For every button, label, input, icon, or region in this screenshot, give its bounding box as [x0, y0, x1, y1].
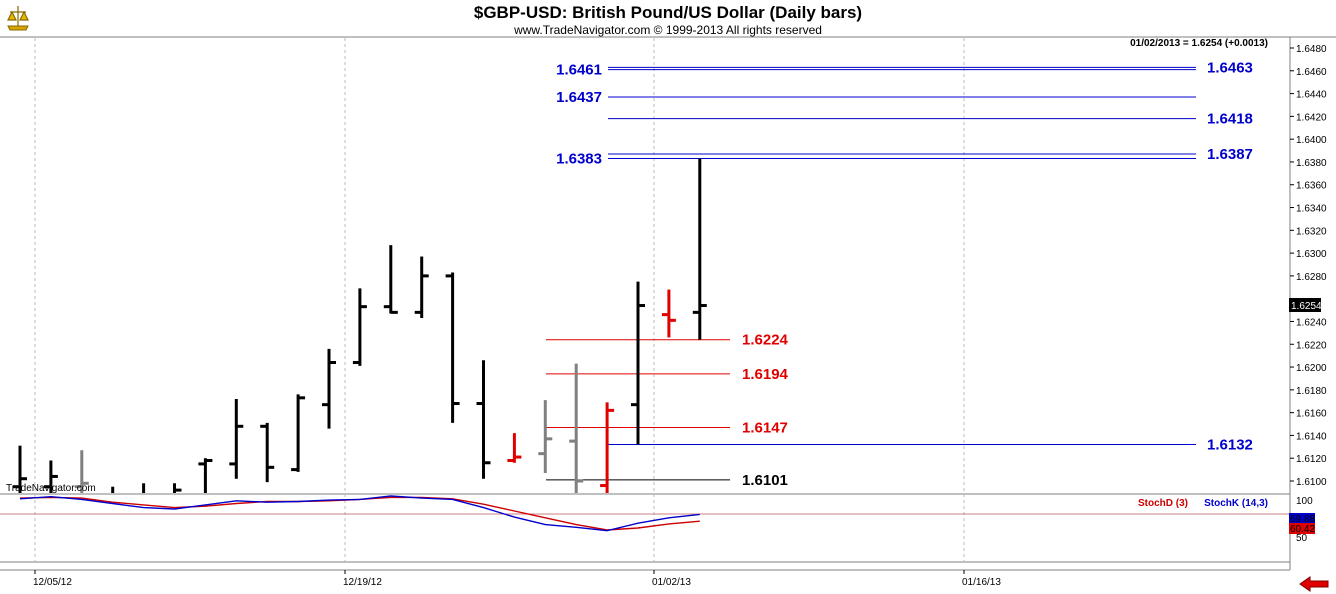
- level-label: 1.6383: [556, 151, 602, 168]
- copyright-subtitle: www.TradeNavigator.com © 1999-2013 All r…: [513, 23, 822, 37]
- ohlc-bar: [538, 400, 553, 474]
- price-label: 1.6340: [1296, 204, 1327, 215]
- svg-text:60.42: 60.42: [1290, 524, 1315, 535]
- support-resistance-levels: 1.6461 1.6463 1.6437 1.6418 1.6383 1.6387 1.62…: [546, 59, 1253, 489]
- price-label: 1.6180: [1296, 386, 1327, 397]
- chart-title: $GBP-USD: British Pound/US Dollar (Daily…: [474, 3, 862, 22]
- stochd-value-tag: 60.42: [1289, 523, 1315, 535]
- level-label: 1.6194: [742, 366, 789, 383]
- date-axis: 12/05/12 12/19/12 01/02/13 01/16/13: [33, 570, 1001, 588]
- trade-navigator-logo-icon[interactable]: [4, 3, 32, 33]
- ohlc-bar: [507, 433, 522, 463]
- ohlc-bar: [198, 458, 213, 493]
- price-label: 1.6300: [1296, 249, 1327, 260]
- ohlc-bar: [74, 450, 89, 493]
- price-label: 1.6220: [1296, 340, 1327, 351]
- date-label: 12/19/12: [343, 577, 382, 588]
- ohlc-bars: [13, 158, 707, 493]
- svg-text:1.6254: 1.6254: [1291, 301, 1322, 312]
- last-price-tag: 1.6254: [1289, 298, 1322, 312]
- price-label: 1.6320: [1296, 226, 1327, 237]
- level-label: 1.6147: [742, 419, 788, 436]
- ohlc-bar: [476, 360, 491, 479]
- stoch-tick-100: 100: [1296, 496, 1313, 507]
- price-label: 1.6160: [1296, 409, 1327, 420]
- stoch-tick-50: 50: [1296, 533, 1308, 544]
- price-readout: 01/02/2013 = 1.6254 (+0.0013): [1130, 38, 1268, 49]
- price-label: 1.6460: [1296, 67, 1327, 78]
- ohlc-bar: [631, 281, 645, 445]
- ohlc-bar: [173, 483, 182, 493]
- ohlc-bar: [414, 256, 429, 319]
- stochk-line: [19, 495, 700, 532]
- ohlc-bar: [692, 158, 707, 340]
- ohlc-bar: [445, 272, 460, 423]
- watermark: TradeNavigator.com: [6, 483, 96, 494]
- price-label: 1.6380: [1296, 158, 1327, 169]
- price-label: 1.6200: [1296, 363, 1327, 374]
- price-label: 1.6420: [1296, 112, 1327, 123]
- ohlc-bar: [600, 402, 615, 493]
- ohlc-bar: [322, 348, 336, 429]
- price-label: 1.6400: [1296, 135, 1327, 146]
- price-label: 1.6100: [1296, 477, 1327, 488]
- level-label: 1.6387: [1207, 146, 1253, 163]
- level-label: 1.6224: [742, 332, 789, 349]
- ohlc-bar: [352, 288, 367, 366]
- stochd-legend: StochD (3): [1138, 498, 1188, 509]
- level-label: 1.6418: [1207, 111, 1253, 128]
- ohlc-bar: [13, 445, 27, 493]
- stochk-value-tag: 69.88: [1289, 513, 1315, 525]
- back-arrow-icon[interactable]: [1299, 576, 1329, 592]
- ohlc-bar: [383, 245, 398, 314]
- price-label: 1.6480: [1296, 44, 1327, 55]
- ohlc-bar: [260, 422, 275, 483]
- level-label: 1.6437: [556, 89, 602, 106]
- stochk-legend: StochK (14,3): [1204, 498, 1268, 509]
- price-label: 1.6360: [1296, 181, 1327, 192]
- date-label: 01/02/13: [652, 577, 691, 588]
- date-label: 12/05/12: [33, 577, 72, 588]
- ohlc-bar: [291, 394, 306, 472]
- level-label: 1.6461: [556, 62, 602, 79]
- price-label: 1.6120: [1296, 454, 1327, 465]
- ohlc-bar: [43, 460, 58, 493]
- price-label: 1.6280: [1296, 272, 1327, 283]
- level-label: 1.6132: [1207, 437, 1253, 454]
- price-axis: 1.6100 1.6120 1.6140 1.6160 1.6180 1.6200 1.62…: [1290, 44, 1327, 488]
- level-label: 1.6463: [1207, 59, 1253, 76]
- svg-text:69.88: 69.88: [1290, 514, 1315, 525]
- stochastic-panel: StochD (3) StochK (14,3) 100 50 69.88 60…: [0, 495, 1315, 544]
- price-label: 1.6140: [1296, 431, 1327, 442]
- ohlc-bar: [569, 363, 584, 493]
- ohlc-bar: [229, 398, 244, 479]
- ohlc-bar: [661, 289, 676, 338]
- price-label: 1.6240: [1296, 317, 1327, 328]
- date-label: 01/16/13: [962, 577, 1001, 588]
- price-label: 1.6440: [1296, 90, 1327, 101]
- level-label: 1.6101: [742, 472, 788, 489]
